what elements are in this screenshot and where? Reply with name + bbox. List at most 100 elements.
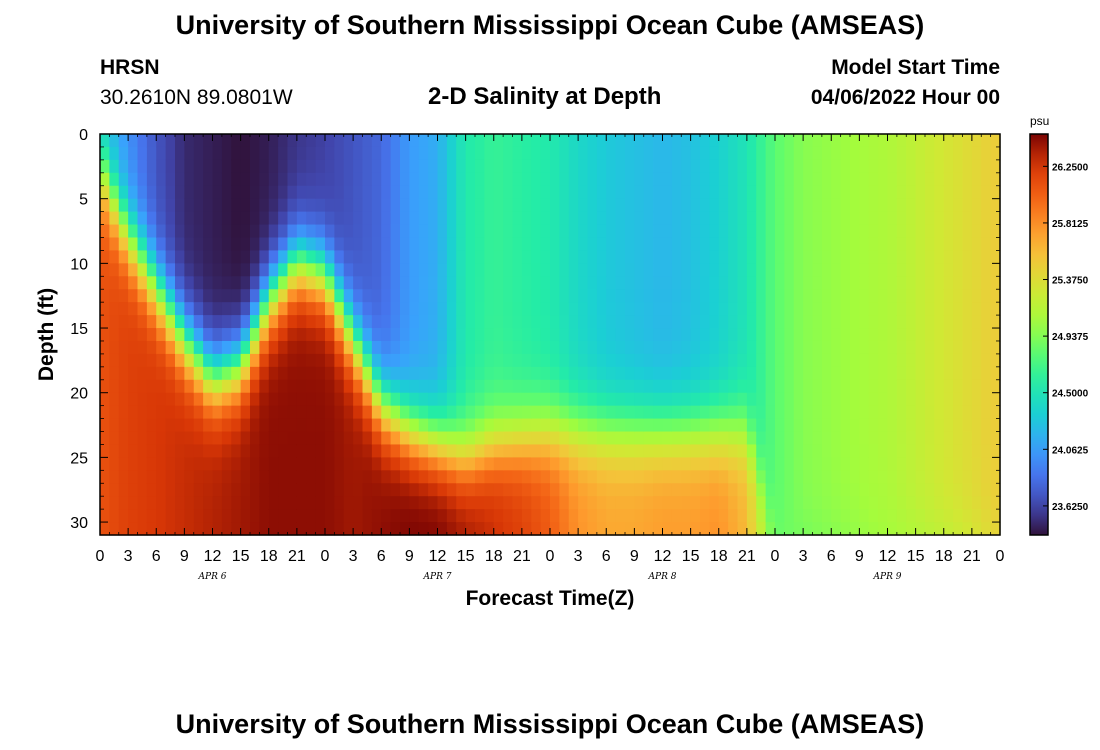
heatmap-cell xyxy=(925,522,935,536)
heatmap-cell xyxy=(990,198,1001,213)
heatmap-cell xyxy=(278,379,289,394)
heatmap-cell xyxy=(671,237,682,252)
heatmap-cell xyxy=(840,522,851,536)
heatmap-cell xyxy=(971,289,982,303)
heatmap-cell xyxy=(690,457,701,471)
heatmap-cell xyxy=(484,392,495,407)
heatmap-cell xyxy=(268,509,279,523)
heatmap-cell xyxy=(859,509,870,523)
heatmap-cell xyxy=(821,340,832,355)
heatmap-cell xyxy=(568,224,579,239)
heatmap-cell xyxy=(231,134,242,148)
heatmap-cell xyxy=(137,237,148,252)
heatmap-cell xyxy=(625,379,635,394)
heatmap-cell xyxy=(203,315,214,329)
heatmap-cell xyxy=(296,134,307,148)
heatmap-cell xyxy=(146,431,157,446)
heatmap-cell xyxy=(925,405,935,420)
heatmap-cell xyxy=(240,146,251,161)
heatmap-cell xyxy=(146,263,157,277)
heatmap-cell xyxy=(381,483,392,497)
heatmap-cell xyxy=(465,483,476,497)
heatmap-cell xyxy=(128,522,139,536)
heatmap-cell xyxy=(925,444,935,458)
heatmap-cell xyxy=(690,172,701,187)
heatmap-cell xyxy=(559,185,570,200)
heatmap-cell xyxy=(943,263,954,277)
heatmap-cell xyxy=(850,302,860,316)
heatmap-cell xyxy=(643,263,654,277)
heatmap-cell xyxy=(784,289,795,303)
chart-title: University of Southern Mississippi Ocean… xyxy=(175,10,925,40)
heatmap-cell xyxy=(906,353,917,368)
heatmap-cell xyxy=(831,444,842,458)
heatmap-cell xyxy=(296,159,307,174)
heatmap-cell xyxy=(193,134,204,148)
heatmap-cell xyxy=(559,522,570,536)
heatmap-cell xyxy=(746,340,757,355)
heatmap-cell xyxy=(306,340,317,355)
heatmap-cell xyxy=(737,224,748,239)
heatmap-cell xyxy=(418,431,429,446)
heatmap-cell xyxy=(775,198,785,213)
heatmap-cell xyxy=(971,457,982,471)
heatmap-cell xyxy=(109,392,120,407)
heatmap-cell xyxy=(400,483,410,497)
heatmap-cell xyxy=(296,224,307,239)
heatmap-cell xyxy=(943,224,954,239)
heatmap-cell xyxy=(203,302,214,316)
heatmap-cell xyxy=(343,457,354,471)
heatmap-cell xyxy=(128,198,139,213)
heatmap-cell xyxy=(578,522,589,536)
heatmap-cell xyxy=(765,224,776,239)
heatmap-cell xyxy=(437,444,448,458)
heatmap-cell xyxy=(756,496,767,510)
heatmap-cell xyxy=(840,237,851,252)
heatmap-cell xyxy=(587,405,598,420)
heatmap-cell xyxy=(278,328,289,342)
heatmap-cell xyxy=(681,302,692,316)
heatmap-cell xyxy=(221,276,232,290)
heatmap-cell xyxy=(343,431,354,446)
heatmap-cell xyxy=(878,509,889,523)
heatmap-cell xyxy=(484,172,495,187)
heatmap-cell xyxy=(737,496,748,510)
heatmap-cell xyxy=(109,276,120,290)
heatmap-cell xyxy=(175,379,185,394)
heatmap-cell xyxy=(578,237,589,252)
heatmap-cell xyxy=(596,431,607,446)
heatmap-cell xyxy=(343,302,354,316)
heatmap-cell xyxy=(793,198,804,213)
heatmap-cell xyxy=(793,146,804,161)
heatmap-cell xyxy=(193,418,204,433)
heatmap-cell xyxy=(221,444,232,458)
heatmap-cell xyxy=(250,289,260,303)
heatmap-cell xyxy=(943,496,954,510)
heatmap-cell xyxy=(971,470,982,484)
heatmap-cell xyxy=(700,405,710,420)
heatmap-cell xyxy=(503,211,514,226)
heatmap-cell xyxy=(943,159,954,174)
heatmap-cell xyxy=(981,418,992,433)
heatmap-cell xyxy=(259,302,270,316)
heatmap-cell xyxy=(728,470,739,484)
heatmap-cell xyxy=(718,263,729,277)
heatmap-cell xyxy=(850,185,860,200)
heatmap-cell xyxy=(653,289,664,303)
heatmap-cell xyxy=(709,405,720,420)
heatmap-cell xyxy=(503,263,514,277)
heatmap-cell xyxy=(156,159,167,174)
heatmap-cell xyxy=(568,366,579,381)
heatmap-cell xyxy=(306,418,317,433)
heatmap-cell xyxy=(428,328,439,342)
heatmap-cell xyxy=(737,185,748,200)
heatmap-cell xyxy=(428,263,439,277)
heatmap-cell xyxy=(831,340,842,355)
heatmap-cell xyxy=(653,379,664,394)
heatmap-cell xyxy=(250,134,260,148)
heatmap-cell xyxy=(653,185,664,200)
heatmap-cell xyxy=(681,289,692,303)
heatmap-cell xyxy=(137,134,148,148)
heatmap-cell xyxy=(353,431,364,446)
heatmap-cell xyxy=(531,522,542,536)
